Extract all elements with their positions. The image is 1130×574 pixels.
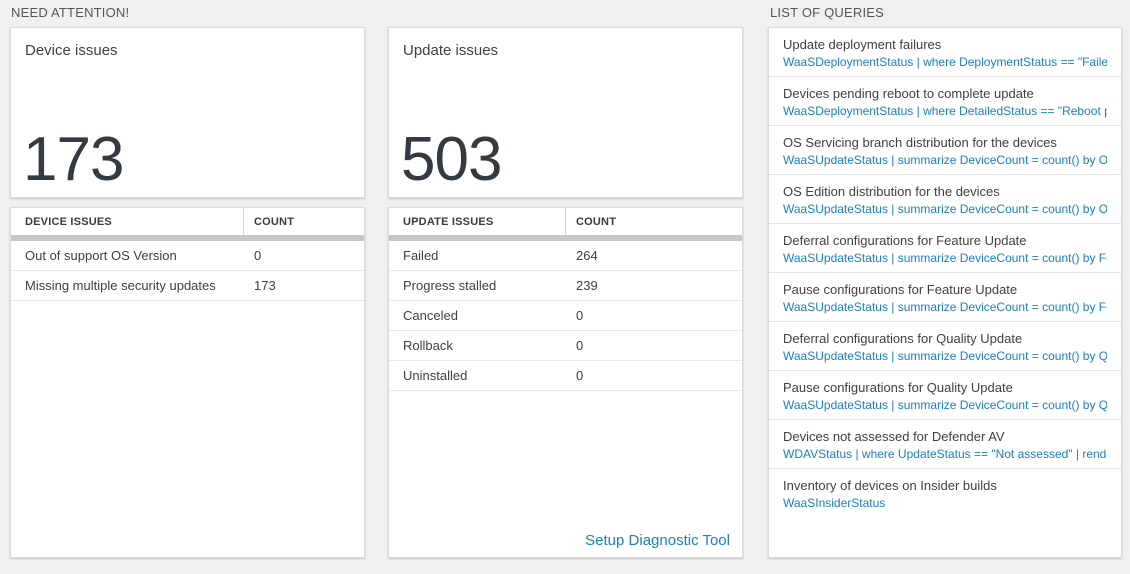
update-issues-header-label: UPDATE ISSUES xyxy=(389,208,566,235)
query-item-os-servicing-branch[interactable]: OS Servicing branch distribution for the… xyxy=(769,126,1121,175)
query-item-title: OS Servicing branch distribution for the… xyxy=(783,135,1057,150)
query-item-title: Inventory of devices on Insider builds xyxy=(783,478,997,493)
section-title-list-of-queries: LIST OF QUERIES xyxy=(770,5,885,20)
row-count: 239 xyxy=(576,278,598,293)
query-item-code: WaaSUpdateStatus | summarize DeviceCount… xyxy=(783,349,1107,363)
row-label: Progress stalled xyxy=(403,278,497,293)
device-issues-table: DEVICE ISSUES COUNT Out of support OS Ve… xyxy=(10,207,365,558)
row-count: 173 xyxy=(254,278,276,293)
table-header-divider xyxy=(389,235,742,241)
query-item-devices-pending-reboot[interactable]: Devices pending reboot to complete updat… xyxy=(769,77,1121,126)
device-issues-header-count: COUNT xyxy=(254,215,295,228)
row-label: Failed xyxy=(403,248,439,263)
device-issues-count: 173 xyxy=(23,125,124,194)
device-issues-card-title: Device issues xyxy=(25,42,118,59)
query-item-title: Pause configurations for Feature Update xyxy=(783,282,1018,297)
query-item-title: Deferral configurations for Feature Upda… xyxy=(783,233,1027,248)
query-item-code: WaaSUpdateStatus | summarize DeviceCount… xyxy=(783,300,1107,314)
update-issues-card[interactable]: Update issues 503 xyxy=(388,27,743,198)
query-item-code: WaaSUpdateStatus | summarize DeviceCount… xyxy=(783,251,1107,265)
row-count: 0 xyxy=(576,308,584,323)
row-label: Uninstalled xyxy=(403,368,468,383)
query-item-code: WaaSDeploymentStatus | where DeploymentS… xyxy=(783,55,1107,69)
query-item-title: Deferral configurations for Quality Upda… xyxy=(783,331,1023,346)
setup-diagnostic-tool-link[interactable]: Setup Diagnostic Tool xyxy=(585,532,730,549)
device-issues-header-label: DEVICE ISSUES xyxy=(11,208,244,235)
query-item-title: OS Edition distribution for the devices xyxy=(783,184,1000,199)
query-item-pause-quality-update[interactable]: Pause configurations for Quality Update … xyxy=(769,371,1121,420)
device-issues-card[interactable]: Device issues 173 xyxy=(10,27,365,198)
query-item-deferral-feature-update[interactable]: Deferral configurations for Feature Upda… xyxy=(769,224,1121,273)
update-issues-card-title: Update issues xyxy=(403,42,499,59)
query-item-pause-feature-update[interactable]: Pause configurations for Feature Update … xyxy=(769,273,1121,322)
query-list-panel: Update deployment failures WaaSDeploymen… xyxy=(768,27,1122,558)
table-row-rollback[interactable]: Rollback 0 xyxy=(389,331,742,361)
query-item-code: WaaSUpdateStatus | summarize DeviceCount… xyxy=(783,153,1107,167)
query-item-insider-builds-inventory[interactable]: Inventory of devices on Insider builds W… xyxy=(769,469,1121,517)
device-issues-table-header: DEVICE ISSUES COUNT xyxy=(11,208,364,235)
query-item-code: WaaSUpdateStatus | summarize DeviceCount… xyxy=(783,398,1107,412)
query-item-title: Devices pending reboot to complete updat… xyxy=(783,86,1034,101)
row-count: 0 xyxy=(576,338,584,353)
query-item-title: Devices not assessed for Defender AV xyxy=(783,429,1005,444)
query-item-title: Update deployment failures xyxy=(783,37,942,52)
row-count: 0 xyxy=(254,248,262,263)
update-issues-header-count: COUNT xyxy=(576,215,617,228)
row-count: 264 xyxy=(576,248,598,263)
table-row-progress-stalled[interactable]: Progress stalled 239 xyxy=(389,271,742,301)
section-title-need-attention: NEED ATTENTION! xyxy=(11,5,130,20)
table-row-failed[interactable]: Failed 264 xyxy=(389,241,742,271)
query-item-update-deployment-failures[interactable]: Update deployment failures WaaSDeploymen… xyxy=(769,28,1121,77)
update-issues-count: 503 xyxy=(401,125,502,194)
query-item-defender-av-not-assessed[interactable]: Devices not assessed for Defender AV WDA… xyxy=(769,420,1121,469)
query-item-code: WaaSInsiderStatus xyxy=(783,496,886,510)
query-item-deferral-quality-update[interactable]: Deferral configurations for Quality Upda… xyxy=(769,322,1121,371)
row-label: Missing multiple security updates xyxy=(25,278,216,293)
query-item-code: WaaSDeploymentStatus | where DetailedSta… xyxy=(783,104,1107,118)
row-label: Canceled xyxy=(403,308,458,323)
table-row-missing-security-updates[interactable]: Missing multiple security updates 173 xyxy=(11,271,364,301)
table-row-uninstalled[interactable]: Uninstalled 0 xyxy=(389,361,742,391)
query-item-title: Pause configurations for Quality Update xyxy=(783,380,1013,395)
update-issues-table-header: UPDATE ISSUES COUNT xyxy=(389,208,742,235)
update-issues-table: UPDATE ISSUES COUNT Failed 264 Progress … xyxy=(388,207,743,558)
query-item-code: WDAVStatus | where UpdateStatus == "Not … xyxy=(783,447,1107,461)
row-label: Out of support OS Version xyxy=(25,248,177,263)
table-header-divider xyxy=(11,235,364,241)
row-label: Rollback xyxy=(403,338,453,353)
query-item-os-edition-distribution[interactable]: OS Edition distribution for the devices … xyxy=(769,175,1121,224)
table-row-canceled[interactable]: Canceled 0 xyxy=(389,301,742,331)
query-item-code: WaaSUpdateStatus | summarize DeviceCount… xyxy=(783,202,1107,216)
table-row-out-of-support-os[interactable]: Out of support OS Version 0 xyxy=(11,241,364,271)
row-count: 0 xyxy=(576,368,584,383)
